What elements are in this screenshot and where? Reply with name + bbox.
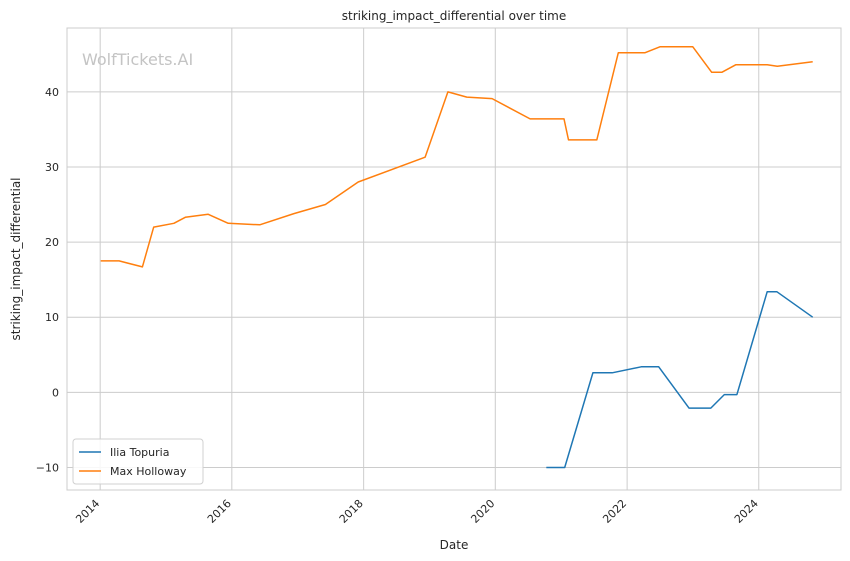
y-tick-label: −10 <box>36 461 59 474</box>
series-lines <box>100 46 814 469</box>
legend-label-ilia-topuria: Ilia Topuria <box>110 446 169 459</box>
y-tick-label: 20 <box>45 236 59 249</box>
y-tick-label: 0 <box>52 386 59 399</box>
legend-label-max-holloway: Max Holloway <box>110 465 187 478</box>
y-tick-label: 10 <box>45 311 59 324</box>
x-axis-label: Date <box>440 538 469 552</box>
y-tick-label: 40 <box>45 86 59 99</box>
series-line-ilia-topuria <box>546 290 814 469</box>
y-axis-ticks: −10 0 10 20 30 40 <box>36 86 59 475</box>
legend: Ilia Topuria Max Holloway <box>72 438 204 485</box>
watermark: WolfTickets.AI <box>82 50 193 69</box>
y-axis-label: striking_impact_differential <box>9 177 23 340</box>
y-tick-label: 30 <box>45 161 59 174</box>
plot-area <box>66 27 842 491</box>
grid <box>67 28 841 490</box>
chart-title: striking_impact_differential over time <box>342 9 567 23</box>
series-line-max-holloway <box>100 46 813 268</box>
legend-box <box>72 438 204 485</box>
